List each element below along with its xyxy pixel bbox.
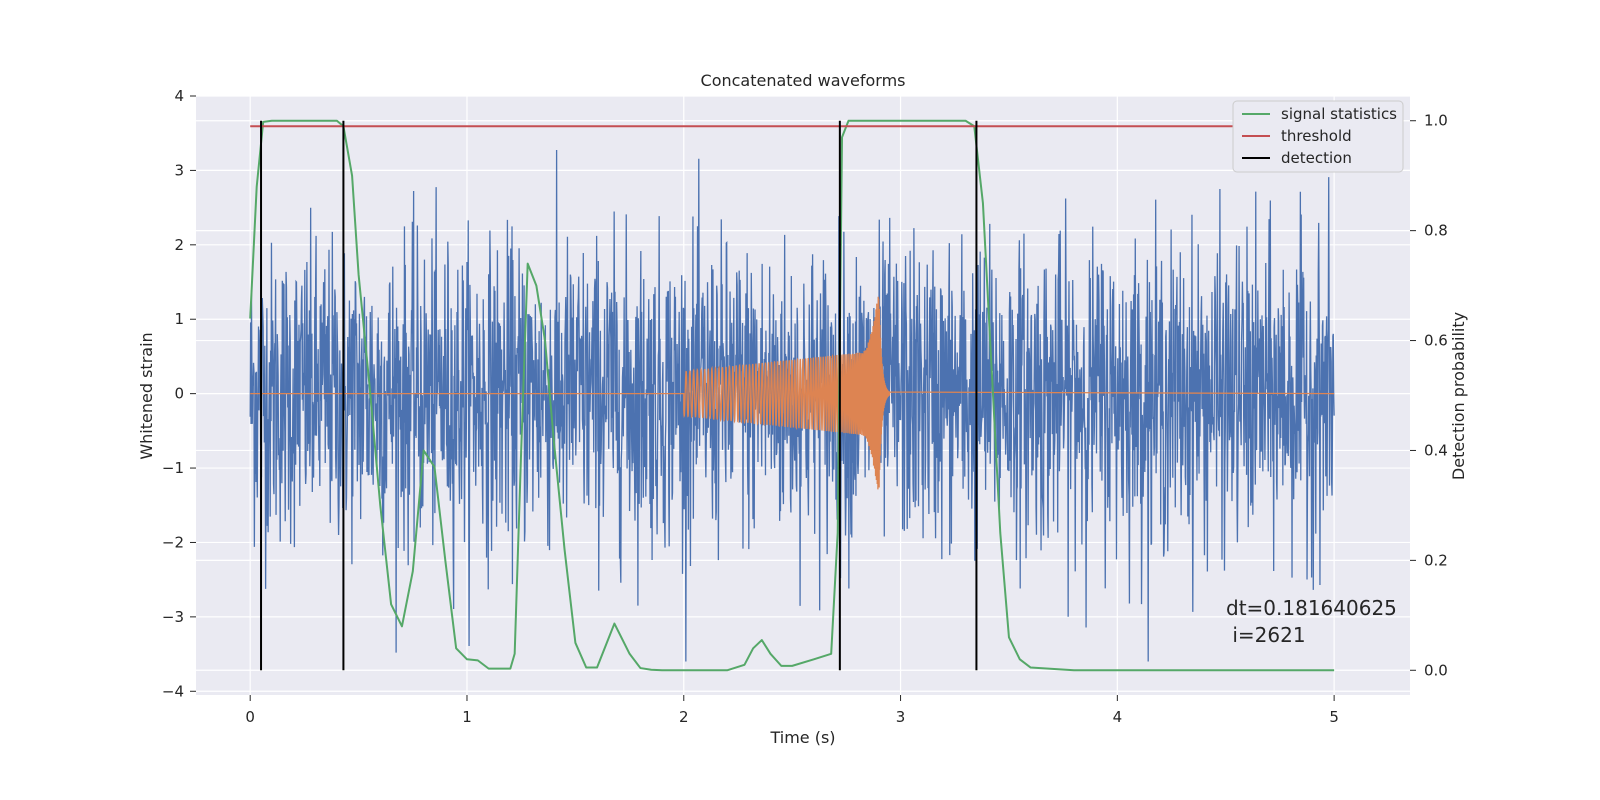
series-signal-statistics-line xyxy=(249,119,1335,672)
y-tick-label-right: 0.4 xyxy=(1424,441,1448,459)
y-tick-label-right: 1.0 xyxy=(1424,112,1448,130)
x-tick-label: 5 xyxy=(1329,708,1339,726)
legend-label-threshold: threshold xyxy=(1281,127,1352,145)
series-noise-line xyxy=(249,149,1335,662)
y-tick-label-left: 4 xyxy=(174,87,184,105)
annotation-dt: dt=0.181640625 xyxy=(1226,596,1397,620)
chart-title: Concatenated waveforms xyxy=(701,71,906,90)
legend: signal statistics threshold detection xyxy=(1232,100,1404,173)
axes: 0 1 2 3 4 5 −4 −3 −2 −1 0 1 2 3 4 0.0 0.2 0.4 0.6 0.8 1.0 xyxy=(162,87,1448,726)
annotation-i: i=2621 xyxy=(1226,623,1306,647)
y-tick-label-right: 0.2 xyxy=(1424,551,1448,569)
x-tick-label: 2 xyxy=(679,708,689,726)
data-layer xyxy=(249,119,1335,672)
y-tick-label-left: 2 xyxy=(174,236,184,254)
legend-box xyxy=(1232,100,1404,173)
y-tick-label-left: 0 xyxy=(174,385,184,403)
x-tick-label: 4 xyxy=(1113,708,1123,726)
y-axis-label-right: Detection probability xyxy=(1449,312,1468,480)
legend-label-signal-statistics: signal statistics xyxy=(1281,105,1397,123)
y-tick-label-right: 0.0 xyxy=(1424,661,1448,679)
y-tick-label-right: 0.6 xyxy=(1424,332,1448,350)
y-axis-label-left: Whitened strain xyxy=(137,332,156,459)
x-tick-label: 1 xyxy=(462,708,472,726)
y-tick-label-left: 3 xyxy=(174,161,184,179)
legend-label-detection: detection xyxy=(1281,149,1352,167)
y-tick-label-left: −3 xyxy=(162,608,184,626)
y-tick-label-left: −2 xyxy=(162,533,184,551)
y-tick-label-left: 1 xyxy=(174,310,184,328)
y-tick-label-left: −1 xyxy=(162,459,184,477)
series-chirp-line xyxy=(250,296,1335,490)
x-tick-label: 0 xyxy=(245,708,255,726)
y-tick-label-right: 0.8 xyxy=(1424,222,1448,240)
x-tick-label: 3 xyxy=(896,708,906,726)
x-axis-label: Time (s) xyxy=(769,728,835,747)
y-tick-label-left: −4 xyxy=(162,682,184,700)
